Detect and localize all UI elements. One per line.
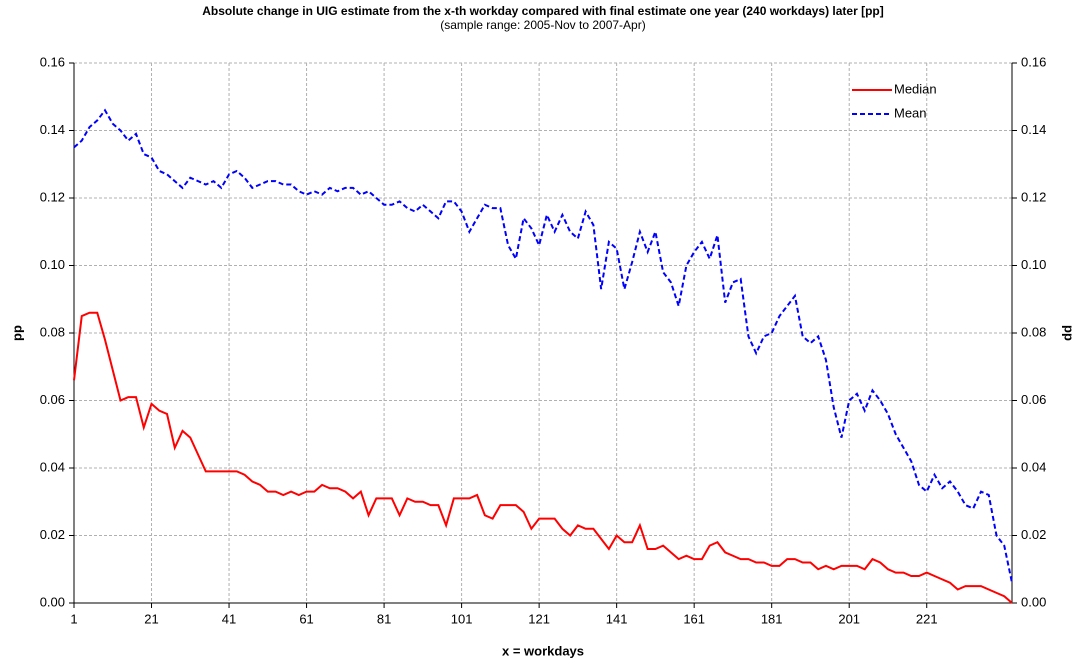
y-tick-label: 0.12	[40, 189, 65, 204]
x-tick-label: 161	[683, 611, 705, 626]
y-tick-label: 0.16	[40, 54, 65, 69]
chart-title: Absolute change in UIG estimate from the…	[202, 4, 884, 18]
x-tick-label: 61	[299, 611, 313, 626]
y-tick-label: 0.04	[40, 459, 65, 474]
legend-label: Median	[894, 81, 937, 96]
y2-tick-label: 0.02	[1021, 527, 1046, 542]
y-tick-label: 0.06	[40, 392, 65, 407]
y-tick-label: 0.00	[40, 594, 65, 609]
y2-tick-label: 0.06	[1021, 392, 1046, 407]
x-tick-label: 141	[606, 611, 628, 626]
y2-tick-label: 0.08	[1021, 324, 1046, 339]
data-line	[73, 311, 1013, 604]
y-tick-label: 0.10	[40, 257, 65, 272]
x-tick-label: 221	[916, 611, 938, 626]
y2-tick-label: 0.04	[1021, 459, 1046, 474]
x-tick-label: 181	[761, 611, 783, 626]
y-tick-label: 0.08	[40, 324, 65, 339]
data-line	[73, 108, 1013, 583]
y-axis-label: pp	[9, 325, 24, 341]
y-tick-label: 0.02	[40, 527, 65, 542]
y2-tick-label: 0.12	[1021, 189, 1046, 204]
y2-tick-label: 0.00	[1021, 594, 1046, 609]
x-tick-label: 81	[377, 611, 391, 626]
y-tick-label: 0.14	[40, 122, 65, 137]
legend-label: Mean	[894, 105, 927, 120]
chart-subtitle: (sample range: 2005-Nov to 2007-Apr)	[440, 18, 645, 32]
x-tick-label: 201	[838, 611, 860, 626]
y2-tick-label: 0.14	[1021, 122, 1046, 137]
x-tick-label: 1	[70, 611, 77, 626]
x-tick-label: 121	[528, 611, 550, 626]
y2-axis-label: pp	[1062, 325, 1077, 341]
x-tick-label: 21	[144, 611, 158, 626]
x-axis-label: x = workdays	[502, 643, 584, 658]
x-tick-label: 41	[222, 611, 236, 626]
y2-tick-label: 0.16	[1021, 54, 1046, 69]
x-tick-label: 101	[451, 611, 473, 626]
y2-tick-label: 0.10	[1021, 257, 1046, 272]
